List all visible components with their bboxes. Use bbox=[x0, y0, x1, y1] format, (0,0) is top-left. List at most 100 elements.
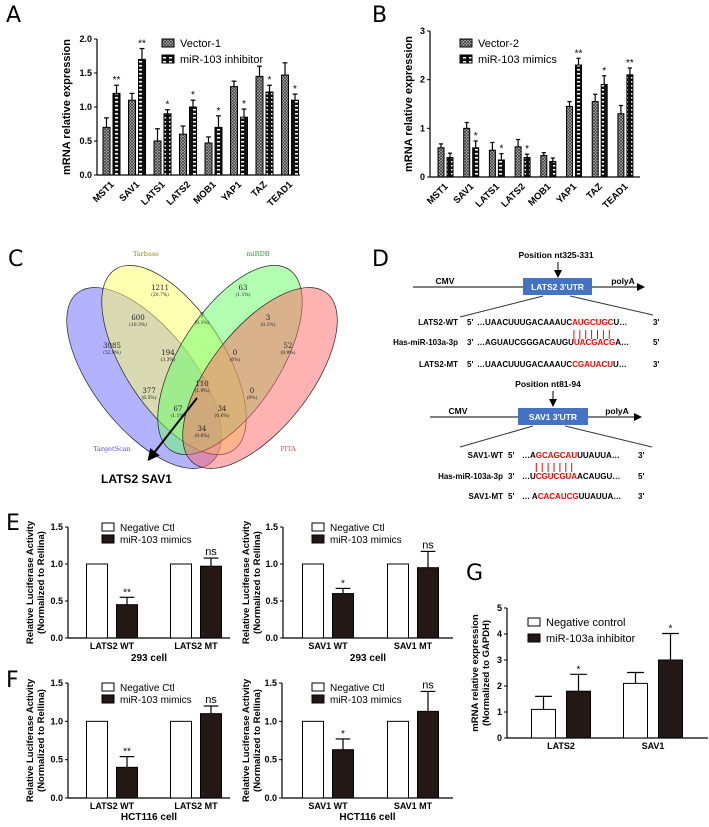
bar-lats2-mt-series-2 bbox=[200, 713, 222, 799]
venn-set-label-targetscan: TargetScan bbox=[93, 445, 131, 453]
legend-label: miR-103 mimics bbox=[120, 535, 192, 546]
y-tick-label: 1.0 bbox=[79, 102, 92, 112]
bar-sav1-mt-series-2 bbox=[417, 710, 439, 799]
x-tick-label: SAV1 bbox=[642, 741, 665, 751]
bar-sav1-series-1 bbox=[623, 682, 648, 739]
venn-region-percent: (3.3%) bbox=[161, 356, 176, 363]
sequence-part: …U bbox=[522, 472, 536, 481]
y-axis-label: Relative Luciferase Activity bbox=[241, 520, 252, 644]
y-axis-label: mRNA relative expression bbox=[470, 614, 481, 732]
legend-label: miR-103 mimics bbox=[330, 535, 402, 546]
venn-region-count: 1211 bbox=[151, 284, 169, 292]
y-tick-label: 0.0 bbox=[264, 793, 277, 803]
y-axis-label: mRNA relative expression bbox=[403, 36, 415, 172]
venn-result-genes: LATS2 SAV1 bbox=[101, 472, 172, 486]
venn-region-count: 63 bbox=[239, 284, 248, 292]
bar-mst1-series-2 bbox=[112, 92, 121, 176]
venn-region-count: 110 bbox=[195, 380, 208, 388]
venn-region-count: 67 bbox=[174, 405, 183, 413]
promoter-label: CMV bbox=[436, 276, 455, 286]
significance-marker: * bbox=[525, 144, 529, 155]
zoom-line bbox=[569, 295, 654, 316]
y-axis-label: Relative Luciferase Activity bbox=[25, 520, 36, 644]
y-tick-label: 0.5 bbox=[79, 136, 92, 146]
bar-lats2-wt-series-1 bbox=[86, 720, 108, 799]
x-axis-label: 293 cell bbox=[131, 653, 167, 664]
significance-marker: * bbox=[293, 84, 297, 95]
bar-mst1-series-1 bbox=[102, 126, 111, 176]
sequence-part: …AGUAUCGGGACAUGU bbox=[477, 338, 574, 347]
y-tick-label: 1.5 bbox=[265, 522, 278, 532]
utr-box bbox=[518, 408, 588, 425]
legend-label: Vector-1 bbox=[180, 38, 221, 50]
legend-label: Negative control bbox=[546, 617, 626, 629]
panel-label-e: E bbox=[6, 511, 20, 536]
utr-box-label: SAV1 3'UTR bbox=[529, 412, 577, 422]
sequence-end: 5' bbox=[638, 472, 644, 481]
bar-lats1-series-1 bbox=[488, 149, 496, 178]
x-tick-label: TAZ bbox=[249, 179, 269, 199]
bar-tead1-series-2 bbox=[626, 74, 634, 178]
y-axis-label: (Normalized to GAPDH) bbox=[481, 620, 492, 726]
bar-yap1-series-1 bbox=[566, 105, 573, 178]
legend-label: miR-103a inhibitor bbox=[546, 633, 636, 645]
utr-box-label: LATS2 3'UTR bbox=[531, 282, 584, 292]
bar-sav1-wt-series-2 bbox=[332, 749, 354, 799]
significance-marker: * bbox=[341, 729, 345, 740]
legend-label: Negative Ctl bbox=[330, 523, 384, 534]
significance-marker: * bbox=[217, 106, 221, 117]
luciferase-constructs: Position nt325-331 LATS2 3'UTR CMV polyA LAT… bbox=[393, 250, 659, 501]
sequence: …AGCAGCAUUUAUUA… bbox=[522, 451, 620, 460]
bar-mob1-series-2 bbox=[214, 126, 223, 176]
legend-swatch bbox=[459, 38, 473, 48]
y-tick-label: 1.5 bbox=[264, 678, 277, 688]
significance-marker: ** bbox=[138, 39, 146, 50]
utr-box bbox=[523, 278, 592, 295]
x-tick-label: YAP1 bbox=[554, 181, 579, 206]
significance-marker: * bbox=[499, 144, 503, 155]
y-tick-label: 3 bbox=[497, 655, 502, 665]
sequence-label: LATS2-WT bbox=[418, 318, 458, 327]
bar-yap1-series-1 bbox=[230, 86, 238, 176]
y-tick-label: 1.0 bbox=[264, 716, 277, 726]
significance-marker: * bbox=[577, 664, 581, 675]
legend-swatch bbox=[101, 694, 115, 704]
y-axis-label: (Normalized to Rellina) bbox=[252, 531, 263, 634]
venn-region-percent: (0.1%) bbox=[261, 321, 276, 328]
x-tick-label: MOB1 bbox=[191, 179, 219, 207]
y-axis-label: Relative Luciferase Activity bbox=[241, 678, 252, 802]
sequence-end: 3' bbox=[638, 451, 644, 460]
bar-sav1-series-2 bbox=[658, 659, 683, 739]
sequence-end: 5' bbox=[467, 318, 473, 327]
panel-label-d: D bbox=[372, 247, 389, 272]
legend-label: Vector-2 bbox=[478, 38, 519, 50]
sequence-end: 3' bbox=[467, 338, 473, 347]
chart-panel-e: 0.0 0.5 1.0 1.5 Relative Luciferase Activity… bbox=[241, 520, 453, 664]
legend-label: Negative Ctl bbox=[120, 683, 174, 694]
sequence-end: 5' bbox=[508, 492, 514, 501]
y-tick-label: 0.5 bbox=[50, 596, 63, 606]
venn-region-count: 0 bbox=[250, 387, 254, 395]
sequence-part: ACAUGU… bbox=[577, 472, 620, 481]
bar-sav1-wt-series-1 bbox=[302, 563, 324, 639]
bar-yap1-series-2 bbox=[575, 64, 582, 178]
polya-label: polyA bbox=[611, 276, 635, 286]
venn-region-percent: (10.3%) bbox=[129, 321, 147, 328]
bar-taz-series-2 bbox=[265, 91, 274, 176]
legend-label: miR-103 mimics bbox=[330, 695, 402, 706]
legend-swatch bbox=[101, 534, 115, 544]
sequence: …AGUAUCGGGACAUGUUACGACGA… bbox=[477, 338, 629, 347]
venn-region-count: 7 bbox=[200, 312, 204, 320]
x-tick-label: SAV1 MT bbox=[394, 801, 433, 811]
construct-1: Position nt325-331 LATS2 3'UTR CMV polyA LAT… bbox=[393, 250, 659, 369]
legend-label: Negative Ctl bbox=[120, 523, 174, 534]
y-tick-label: 4 bbox=[497, 629, 502, 639]
venn-set-label-tarbase: Tarbase bbox=[133, 250, 159, 258]
chart-panel-f: 0.0 0.5 1.0 1.5 Relative Luciferase Activity… bbox=[25, 678, 230, 823]
venn-region-count: 194 bbox=[161, 349, 175, 357]
y-tick-label: 0.5 bbox=[264, 755, 277, 765]
legend-swatch bbox=[101, 682, 115, 692]
y-tick-label: 1.0 bbox=[50, 716, 63, 726]
panel-label-g: G bbox=[466, 561, 483, 586]
